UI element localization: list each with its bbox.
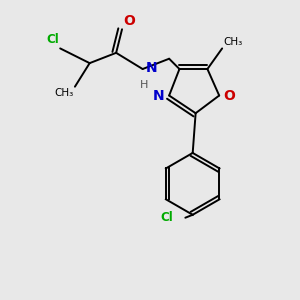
- Text: CH₃: CH₃: [224, 37, 243, 47]
- Text: H: H: [140, 80, 148, 90]
- Text: Cl: Cl: [161, 211, 174, 224]
- Text: CH₃: CH₃: [54, 88, 74, 98]
- Text: N: N: [146, 61, 157, 75]
- Text: O: O: [124, 14, 135, 28]
- Text: O: O: [224, 88, 236, 103]
- Text: N: N: [153, 88, 165, 103]
- Text: Cl: Cl: [46, 33, 59, 46]
